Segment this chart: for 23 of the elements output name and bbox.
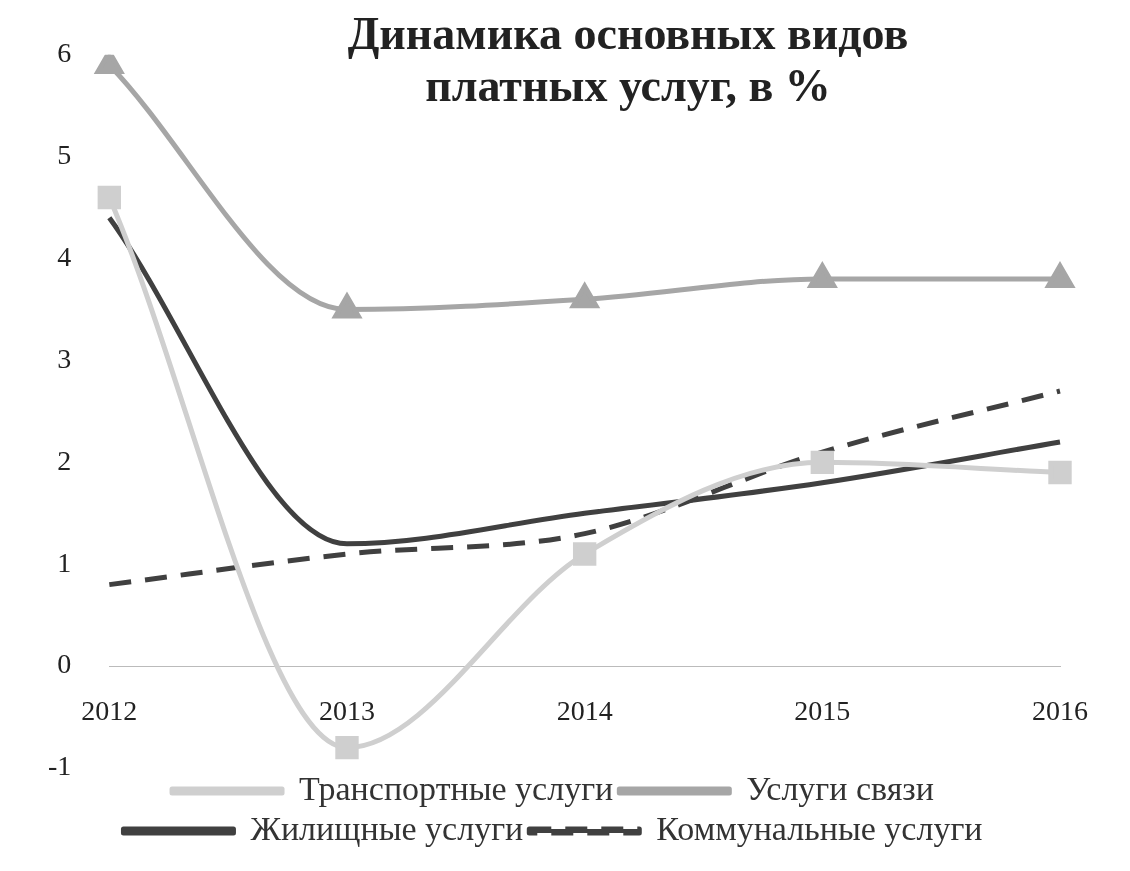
y-tick-label: 1: [57, 546, 72, 578]
x-tick-label: 2014: [556, 695, 613, 727]
point: [97, 185, 122, 210]
y-tick-label: 4: [57, 240, 72, 272]
y-tick-label: 3: [57, 342, 72, 374]
y-tick-label: 5: [57, 139, 72, 171]
legend-label: Транспортные услуги: [299, 769, 614, 807]
legend-label: Коммунальные услуги: [656, 809, 983, 847]
legend-label: Жилищные услуги: [250, 809, 524, 847]
y-tick-label: -1: [48, 750, 72, 782]
y-tick-label: 0: [57, 648, 72, 680]
y-tick-label: 2: [57, 444, 72, 476]
legend-label: Услуги связи: [746, 769, 934, 807]
x-tick-label: 2015: [794, 695, 851, 727]
chart-title: Динамика основных видов платных услуг, в %: [346, 8, 910, 112]
y-tick-label: 6: [57, 37, 72, 69]
x-tick-label: 2016: [1032, 695, 1088, 727]
point: [810, 450, 835, 475]
point: [572, 542, 597, 566]
x-tick-label: 2012: [81, 695, 138, 727]
point: [1048, 460, 1072, 485]
x-tick-label: 2013: [318, 695, 375, 727]
point: [335, 735, 359, 760]
